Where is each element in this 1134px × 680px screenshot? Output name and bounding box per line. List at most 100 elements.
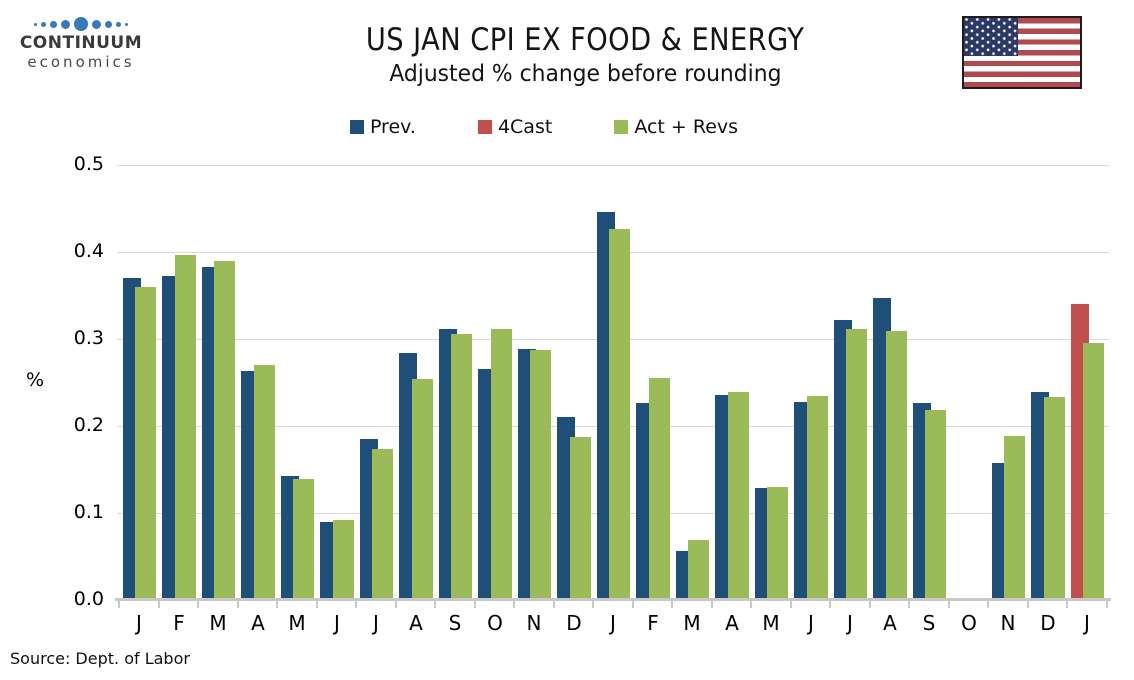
x-axis-tick <box>750 600 752 608</box>
x-tick-label: N <box>1000 611 1016 635</box>
bar-act-revs <box>1083 343 1104 600</box>
x-tick-label: S <box>922 611 936 635</box>
bar-act-revs <box>886 331 907 600</box>
us-flag-image <box>962 16 1082 89</box>
x-tick-label: M <box>762 611 780 635</box>
page-title: US JAN CPI EX FOOD & ENERGY <box>365 22 805 58</box>
bar-act-revs <box>1004 436 1025 600</box>
x-axis-tick <box>237 600 239 608</box>
bar-act-revs <box>649 378 670 600</box>
bar-act-revs <box>609 229 630 600</box>
bar-act-revs <box>135 287 156 600</box>
x-tick-label: A <box>725 611 739 635</box>
y-tick-label: 0.2 <box>73 414 104 436</box>
x-axis-line <box>115 598 1111 601</box>
x-axis-tick <box>276 600 278 608</box>
x-tick-label: J <box>847 611 853 635</box>
x-axis-tick <box>395 600 397 608</box>
brand-name: CONTINUUM <box>19 33 143 53</box>
x-axis-tick <box>948 600 950 608</box>
x-tick-label: F <box>647 611 659 635</box>
bar-act-revs <box>372 449 393 600</box>
x-axis-tick <box>513 600 515 608</box>
bar-act-revs <box>1044 397 1065 600</box>
bar-act-revs <box>925 410 946 600</box>
x-tick-label: A <box>251 611 265 635</box>
logo-dots-icon <box>16 16 146 32</box>
source-note: Source: Dept. of Labor <box>10 649 190 668</box>
legend-item-4cast: 4Cast <box>477 116 553 138</box>
y-tick-label: 0.3 <box>73 327 104 349</box>
page-subtitle: Adjusted % change before rounding <box>388 61 782 87</box>
bar-act-revs <box>807 396 828 600</box>
x-axis-tick <box>553 600 555 608</box>
x-tick-label: F <box>173 611 185 635</box>
x-axis-tick <box>118 600 120 608</box>
bar-act-revs <box>728 392 749 600</box>
bar-act-revs <box>412 379 433 600</box>
bar-act-revs <box>570 437 591 600</box>
bar-act-revs <box>491 329 512 600</box>
x-axis-tick <box>671 600 673 608</box>
legend-label-4cast: 4Cast <box>497 116 553 138</box>
y-tick-label: 0.5 <box>73 153 104 175</box>
x-tick-label: J <box>334 611 340 635</box>
x-axis-tick <box>434 600 436 608</box>
bar-act-revs <box>530 350 551 600</box>
x-tick-label: A <box>883 611 897 635</box>
y-tick-label: 0.4 <box>73 240 104 262</box>
x-tick-label: D <box>566 611 582 635</box>
x-tick-label: J <box>1084 611 1090 635</box>
x-tick-label: J <box>808 611 814 635</box>
x-axis-tick <box>790 600 792 608</box>
x-axis-tick <box>197 600 199 608</box>
gridline <box>117 165 1109 166</box>
x-tick-label: O <box>961 611 977 635</box>
title-block: US JAN CPI EX FOOD & ENERGY Adjusted % c… <box>0 22 1134 87</box>
bar-act-revs <box>688 540 709 600</box>
x-axis-tick <box>987 600 989 608</box>
x-tick-label: O <box>487 611 503 635</box>
bar-act-revs <box>767 487 788 600</box>
x-tick-label: M <box>288 611 306 635</box>
x-axis-tick <box>632 600 634 608</box>
x-tick-label: M <box>683 611 701 635</box>
x-axis-tick <box>474 600 476 608</box>
x-axis-tick <box>1066 600 1068 608</box>
bar-act-revs <box>254 365 275 600</box>
bar-act-revs <box>293 479 314 600</box>
chart-legend: Prev. 4Cast Act + Revs <box>0 116 1088 138</box>
flag-canton-stars <box>964 18 1018 56</box>
x-axis-tick <box>1027 600 1029 608</box>
legend-swatch-prev <box>349 120 364 134</box>
x-tick-label: J <box>373 611 379 635</box>
x-axis-tick <box>592 600 594 608</box>
bar-act-revs <box>214 261 235 600</box>
bar-act-revs <box>175 255 196 600</box>
x-axis-tick <box>355 600 357 608</box>
bar-act-revs <box>333 520 354 600</box>
legend-swatch-4cast <box>477 120 492 134</box>
y-tick-label: 0.1 <box>73 501 104 523</box>
x-axis-tick <box>316 600 318 608</box>
continuum-economics-logo: CONTINUUM economics <box>16 16 146 71</box>
x-tick-label: S <box>448 611 462 635</box>
legend-item-prev: Prev. <box>349 116 416 138</box>
x-axis-tick <box>711 600 713 608</box>
y-tick-label: 0.0 <box>73 588 104 610</box>
legend-label-act-revs: Act + Revs <box>634 116 739 138</box>
x-tick-label: A <box>409 611 423 635</box>
x-tick-label: N <box>526 611 542 635</box>
brand-subname: economics <box>27 52 135 71</box>
bar-act-revs <box>846 329 867 600</box>
x-axis-tick <box>1106 600 1108 608</box>
x-tick-label: J <box>610 611 616 635</box>
legend-swatch-act-revs <box>614 120 629 134</box>
x-axis-tick <box>829 600 831 608</box>
x-tick-label: D <box>1040 611 1056 635</box>
x-axis-tick <box>869 600 871 608</box>
legend-label-prev: Prev. <box>369 116 416 138</box>
legend-item-act-revs: Act + Revs <box>614 116 738 138</box>
